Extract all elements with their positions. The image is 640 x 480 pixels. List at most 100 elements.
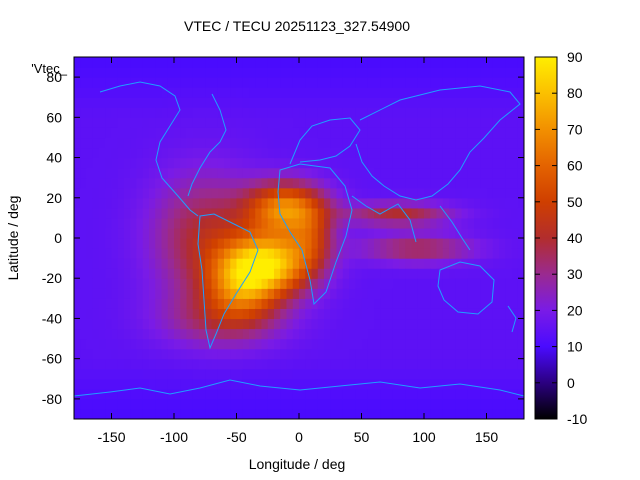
heat-cell [367,338,375,350]
heat-cell [261,67,269,78]
heat-cell [392,117,400,128]
heat-cell [174,398,181,410]
heat-cell [255,338,263,350]
heat-cell [255,137,263,149]
heat-cell [417,338,425,350]
heat-cell [224,207,231,219]
heat-cell [349,87,356,98]
heat-cell [230,197,238,209]
heat-cell [336,97,344,108]
heat-cell [267,207,275,219]
heat-cell [436,227,444,239]
heat-cell [424,348,431,360]
heat-cell [136,217,144,229]
heat-cell [267,127,275,139]
heat-cell [274,388,281,400]
heat-cell [492,77,500,88]
heat-cell [86,358,94,370]
heat-cell [361,97,369,108]
heat-cell [136,398,144,410]
heat-cell [399,338,406,350]
heat-cell [242,107,250,118]
heat-cell [99,147,106,159]
heat-cell [299,197,306,209]
heat-cell [280,227,288,239]
heat-cell [411,238,419,249]
heat-cell [380,137,388,149]
heat-cell [367,117,375,128]
heat-cell [392,248,400,259]
heat-cell [474,348,481,360]
heat-cell [236,57,244,68]
heat-cell [167,87,175,98]
heat-cell [324,238,331,249]
heat-cell [155,238,163,249]
heat-cell [286,368,294,380]
heat-cell [499,318,506,330]
heat-cell [355,207,363,219]
heat-cell [174,298,181,309]
heat-cell [417,87,425,98]
heat-cell [236,147,244,159]
heat-cell [499,288,506,299]
heat-cell [305,157,313,169]
heat-cell [280,107,288,118]
heat-cell [386,77,394,88]
heat-cell [355,77,363,88]
heat-cell [424,248,431,259]
heat-cell [336,57,344,68]
heat-cell [261,318,269,330]
heat-cell [199,197,206,209]
heat-cell [155,117,163,128]
heat-cell [186,117,194,128]
heat-cell [211,328,219,340]
heat-cell [236,318,244,330]
heat-cell [311,278,319,289]
heat-cell [399,177,406,189]
heat-cell [99,137,106,149]
heat-cell [480,217,488,229]
heat-cell [399,107,406,118]
heat-cell [217,248,225,259]
heat-cell [299,318,306,330]
heat-cell [261,207,269,219]
heat-cell [249,57,256,68]
heat-cell [124,268,131,279]
heat-cell [417,358,425,370]
heat-cell [242,207,250,219]
heat-cell [342,398,350,410]
heat-cell [311,268,319,279]
heat-cell [374,107,381,118]
heat-cell [305,207,313,219]
heat-cell [417,217,425,229]
heat-cell [517,258,524,269]
heat-cell [455,318,463,330]
heat-cell [136,157,144,169]
heat-cell [111,187,119,199]
heat-cell [305,147,313,159]
heat-cell [386,107,394,118]
heat-cell [286,77,294,88]
heat-cell [155,217,163,229]
heat-cell [405,57,413,68]
heat-cell [242,408,250,419]
heat-cell [455,268,463,279]
heat-cell [417,97,425,108]
heat-cell [367,97,375,108]
heat-cell [217,97,225,108]
heat-cell [161,167,169,179]
heat-cell [236,388,244,400]
heat-cell [242,238,250,249]
heat-cell [99,348,106,360]
heat-cell [199,248,206,259]
heat-cell [205,398,213,410]
heat-cell [280,87,288,98]
heat-cell [499,167,506,179]
heat-cell [449,258,456,269]
heat-cell [80,358,88,370]
heat-cell [474,67,481,78]
heat-cell [324,57,331,68]
heat-cell [249,318,256,330]
heat-cell [199,167,206,179]
heat-cell [330,157,338,169]
